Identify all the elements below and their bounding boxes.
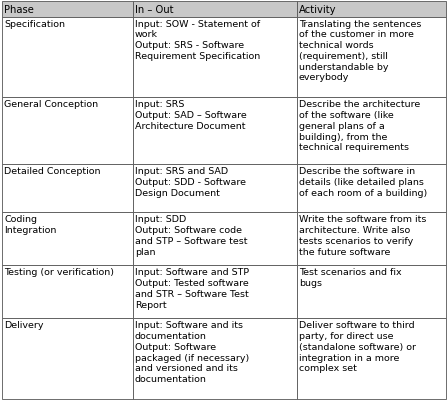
- Bar: [297, 165, 446, 213]
- Bar: [133, 18, 297, 98]
- Text: Detailed Conception: Detailed Conception: [4, 167, 100, 176]
- Bar: [2, 318, 133, 399]
- Bar: [2, 165, 133, 213]
- Text: Write the software from its
architecture. Write also
tests scenarios to verify
t: Write the software from its architecture…: [299, 215, 426, 256]
- Text: Translating the sentences
of the customer in more
technical words
(requirement),: Translating the sentences of the custome…: [299, 20, 422, 82]
- Text: In – Out: In – Out: [135, 5, 173, 15]
- Text: Input: SOW - Statement of
work
Output: SRS - Software
Requirement Specification: Input: SOW - Statement of work Output: S…: [135, 20, 260, 61]
- Bar: [297, 98, 446, 165]
- Bar: [297, 18, 446, 98]
- Bar: [133, 266, 297, 318]
- Bar: [133, 98, 297, 165]
- Bar: [2, 266, 133, 318]
- Text: Deliver software to third
party, for direct use
(standalone software) or
integra: Deliver software to third party, for dir…: [299, 320, 416, 373]
- Text: Delivery: Delivery: [4, 320, 43, 330]
- Text: General Conception: General Conception: [4, 100, 98, 109]
- Bar: [297, 318, 446, 399]
- Bar: [2, 213, 133, 266]
- Bar: [133, 213, 297, 266]
- Bar: [133, 2, 297, 18]
- Text: Testing (or verification): Testing (or verification): [4, 268, 114, 277]
- Text: Input: Software and STP
Output: Tested software
and STR – Software Test
Report: Input: Software and STP Output: Tested s…: [135, 268, 249, 309]
- Bar: [297, 213, 446, 266]
- Text: Activity: Activity: [299, 5, 336, 15]
- Text: Input: Software and its
documentation
Output: Software
packaged (if necessary)
a: Input: Software and its documentation Ou…: [135, 320, 249, 383]
- Text: Specification: Specification: [4, 20, 65, 28]
- Bar: [2, 2, 133, 18]
- Bar: [2, 18, 133, 98]
- Text: Describe the software in
details (like detailed plans
of each room of a building: Describe the software in details (like d…: [299, 167, 427, 197]
- Bar: [2, 98, 133, 165]
- Bar: [133, 165, 297, 213]
- Text: Phase: Phase: [4, 5, 34, 15]
- Bar: [133, 318, 297, 399]
- Text: Input: SRS and SAD
Output: SDD - Software
Design Document: Input: SRS and SAD Output: SDD - Softwar…: [135, 167, 246, 197]
- Text: Input: SDD
Output: Software code
and STP – Software test
plan: Input: SDD Output: Software code and STP…: [135, 215, 247, 256]
- Text: Input: SRS
Output: SAD – Software
Architecture Document: Input: SRS Output: SAD – Software Archit…: [135, 100, 246, 130]
- Text: Test scenarios and fix
bugs: Test scenarios and fix bugs: [299, 268, 401, 288]
- Bar: [297, 266, 446, 318]
- Bar: [297, 2, 446, 18]
- Text: Coding
Integration: Coding Integration: [4, 215, 56, 235]
- Text: Describe the architecture
of the software (like
general plans of a
building), fr: Describe the architecture of the softwar…: [299, 100, 420, 152]
